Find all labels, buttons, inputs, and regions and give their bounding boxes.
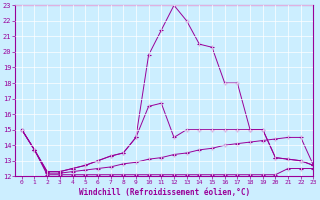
X-axis label: Windchill (Refroidissement éolien,°C): Windchill (Refroidissement éolien,°C) bbox=[79, 188, 250, 197]
